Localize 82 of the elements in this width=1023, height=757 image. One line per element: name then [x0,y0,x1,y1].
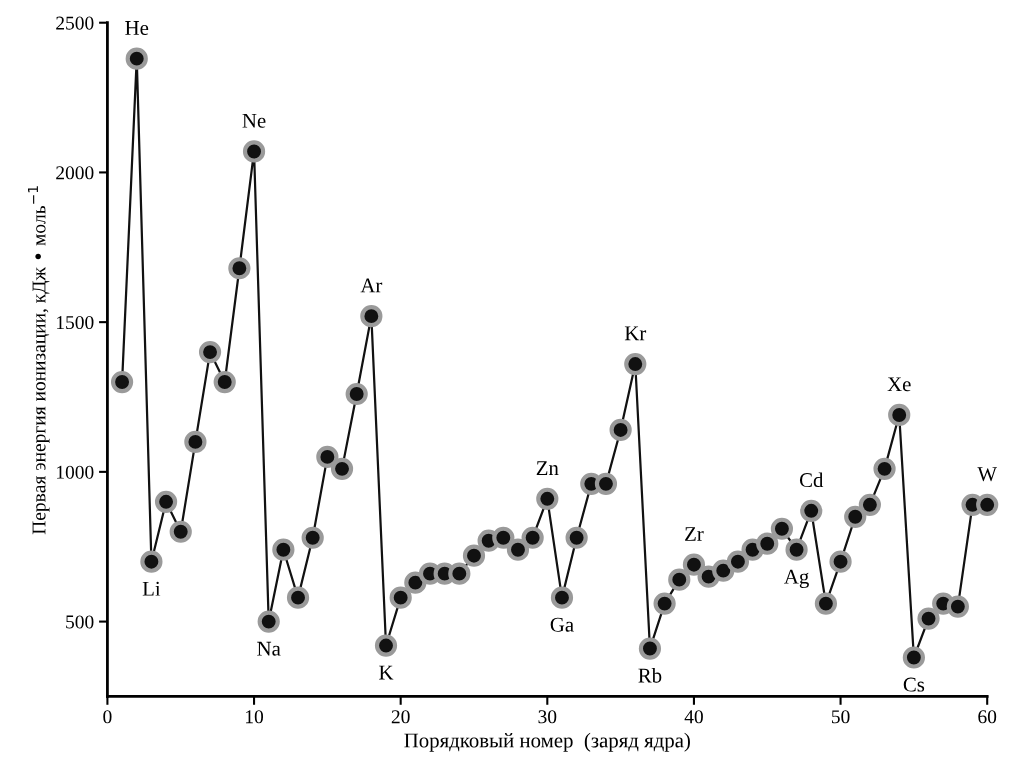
point [198,340,222,364]
point [492,526,515,549]
point [609,418,632,442]
annotation: W [977,467,997,482]
annotation: Ar [360,278,383,293]
y-tick-label: 2500 [56,16,94,30]
point [800,499,823,522]
point [668,568,691,591]
annotation: Na [257,641,281,656]
point [404,571,427,594]
point [140,550,163,573]
point [814,592,838,615]
point [330,457,354,480]
y-axis-title: Первая энергия ионизации, кДж • моль$^{−1}$ [28,186,50,535]
annotation: K [379,665,394,680]
point [770,517,794,540]
y-tick-label: 500 [66,615,94,629]
point [785,538,808,561]
annotation: Zr [685,527,704,541]
x-tick-label: 20 [391,710,410,724]
annotation: Ga [550,617,574,632]
point [594,472,618,495]
point [726,550,750,573]
point [228,257,251,280]
point [125,47,148,70]
point [888,403,911,427]
point [272,538,295,561]
x-tick-label: 10 [246,710,264,724]
point [536,487,559,510]
annotation: Ag [784,569,809,589]
point [257,610,280,633]
point [624,352,647,376]
point [682,553,706,576]
point [946,595,969,618]
y-tick-label: 1000 [57,465,94,479]
point [213,370,236,394]
point [521,526,544,549]
point [110,370,134,394]
annotation: Cs [903,677,925,692]
point [184,430,207,454]
point [374,634,398,657]
point [638,637,662,660]
x-tick-label: 30 [538,710,557,724]
point [858,493,882,516]
y-tick-label: 2000 [56,166,94,180]
x-tick-label: 60 [978,710,997,724]
x-axis-title: Порядковый номер (заряд ядра) [404,732,690,752]
point [301,526,324,549]
point [712,559,735,582]
point [829,550,852,573]
annotation: Cd [799,472,824,488]
x-tick-label: 40 [684,710,703,724]
point [844,505,867,528]
point [169,520,192,543]
annotation: Ne [242,113,266,128]
annotation: Zn [536,461,559,475]
point [550,586,574,609]
annotation: Rb [638,667,662,683]
point [506,538,530,561]
point [565,526,588,549]
annotation: Xe [887,377,911,392]
point [154,490,178,513]
point [462,544,486,567]
point [286,586,310,609]
point [873,457,896,480]
point [902,646,925,669]
x-tick-label: 50 [831,710,850,724]
point [756,532,779,555]
point [917,607,940,630]
point [316,445,339,469]
point [345,382,368,406]
point [976,493,999,516]
annotation: He [125,21,149,35]
point [448,562,471,585]
point [360,305,383,328]
point [653,592,676,615]
point [389,586,412,609]
x-tick-label: 0 [103,710,112,724]
point [242,140,266,163]
annotation: Kr [624,326,647,341]
annotation: Li [142,581,161,596]
y-tick-label: 1500 [57,315,94,330]
